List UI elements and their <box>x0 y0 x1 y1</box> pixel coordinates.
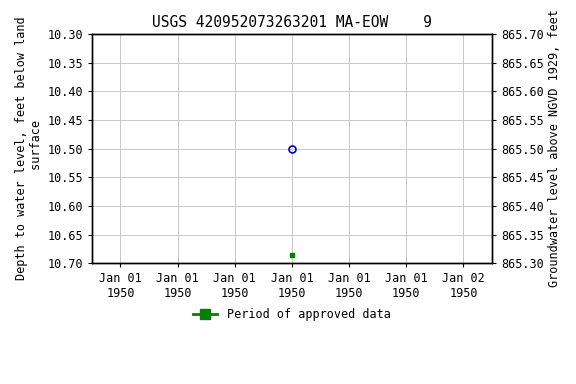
Y-axis label: Depth to water level, feet below land
 surface: Depth to water level, feet below land su… <box>15 17 43 280</box>
Legend: Period of approved data: Period of approved data <box>189 304 395 326</box>
Title: USGS 420952073263201 MA-EOW    9: USGS 420952073263201 MA-EOW 9 <box>152 15 432 30</box>
Y-axis label: Groundwater level above NGVD 1929, feet: Groundwater level above NGVD 1929, feet <box>548 10 561 288</box>
